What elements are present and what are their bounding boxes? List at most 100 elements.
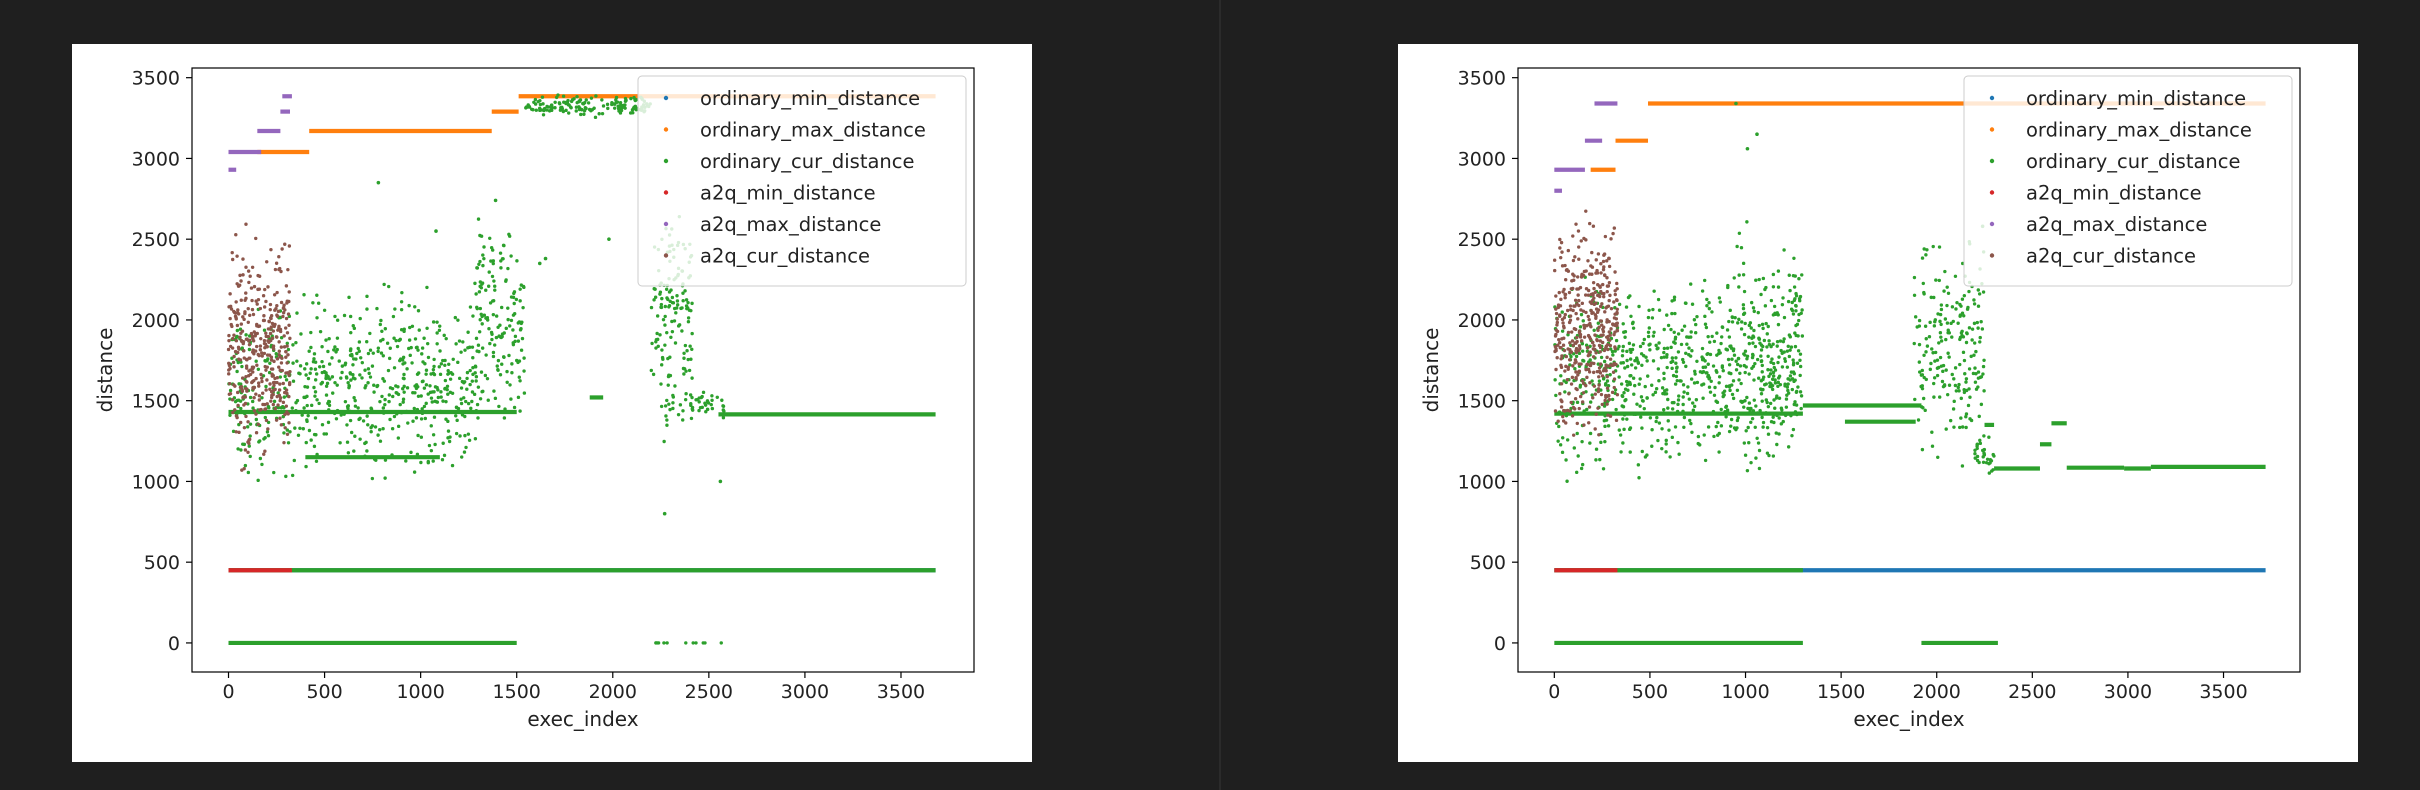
data-point <box>1582 335 1587 339</box>
data-point <box>679 306 683 311</box>
data-point <box>681 409 685 413</box>
data-point <box>543 256 548 261</box>
data-point <box>1564 354 1569 359</box>
data-point <box>1562 379 1566 383</box>
data-point <box>1591 224 1596 228</box>
data-point <box>398 337 402 342</box>
data-point <box>659 363 664 367</box>
data-point <box>330 375 335 379</box>
data-point <box>1710 310 1714 314</box>
data-point <box>1760 415 1764 420</box>
data-point <box>261 402 265 407</box>
data-point <box>681 299 685 303</box>
data-point <box>450 463 455 468</box>
data-point <box>1739 246 1744 250</box>
data-point <box>1580 400 1585 404</box>
data-point <box>262 338 267 343</box>
data-point <box>686 320 691 324</box>
data-point <box>1736 321 1740 325</box>
data-point <box>618 101 623 105</box>
data-point <box>1706 362 1710 366</box>
data-point <box>327 337 331 341</box>
data-point <box>1695 359 1699 363</box>
data-point <box>248 395 253 400</box>
data-point <box>1637 476 1641 480</box>
data-point <box>584 98 588 102</box>
data-point <box>1561 343 1566 347</box>
data-point <box>1925 248 1929 252</box>
data-point <box>366 351 371 356</box>
data-point <box>324 393 329 397</box>
data-point <box>378 439 383 443</box>
data-point <box>1685 391 1690 396</box>
data-point <box>1703 314 1707 319</box>
data-point <box>1725 408 1730 412</box>
data-point <box>1599 262 1603 266</box>
data-point <box>721 408 725 412</box>
data-point <box>285 361 289 365</box>
data-point <box>655 331 659 336</box>
data-point <box>1747 341 1752 346</box>
data-point <box>261 293 266 298</box>
data-point <box>675 299 680 303</box>
data-point <box>324 384 329 388</box>
data-point <box>474 375 479 379</box>
data-point <box>522 391 527 395</box>
data-point <box>484 353 488 357</box>
data-point <box>1938 395 1942 399</box>
data-point <box>476 385 481 389</box>
data-point <box>1780 302 1785 307</box>
data-point <box>1990 469 1994 473</box>
data-point <box>407 303 411 308</box>
data-point <box>379 351 384 355</box>
data-point <box>406 421 410 425</box>
data-point <box>280 368 285 373</box>
data-point <box>309 367 313 371</box>
data-point <box>1668 455 1672 459</box>
data-point <box>1733 315 1737 320</box>
data-point <box>381 427 385 431</box>
data-point <box>538 98 542 103</box>
data-point <box>313 378 318 382</box>
data-point <box>1734 427 1738 432</box>
data-point <box>703 403 708 407</box>
data-point <box>508 324 512 328</box>
data-point <box>1617 375 1621 379</box>
data-point <box>1742 332 1747 337</box>
data-point <box>1761 425 1765 429</box>
data-point <box>500 362 504 366</box>
data-point <box>1612 332 1616 337</box>
data-point <box>1626 388 1630 392</box>
data-point <box>1568 304 1573 308</box>
data-point <box>1727 363 1732 367</box>
data-point <box>680 329 684 333</box>
data-point <box>1559 365 1564 370</box>
data-point <box>1953 383 1958 388</box>
data-point <box>248 434 252 438</box>
data-point <box>1769 384 1773 389</box>
data-point <box>1653 390 1658 395</box>
data-point <box>1932 324 1937 328</box>
data-point <box>512 291 516 296</box>
data-point <box>263 415 268 420</box>
data-point <box>502 416 507 420</box>
data-point <box>1645 396 1649 400</box>
data-point <box>667 402 671 406</box>
data-point <box>470 399 474 404</box>
x-axis-label: exec_index <box>527 707 638 731</box>
data-point <box>1794 333 1798 338</box>
data-point <box>277 340 281 344</box>
data-point <box>1761 326 1765 331</box>
data-point <box>381 406 386 410</box>
data-point <box>1571 364 1575 368</box>
data-point <box>320 359 324 364</box>
data-point <box>291 379 296 383</box>
data-point <box>313 416 318 420</box>
data-point <box>1982 453 1987 457</box>
data-point <box>1788 378 1792 382</box>
data-point <box>1791 363 1796 367</box>
data-point <box>1771 361 1776 366</box>
data-point <box>1785 349 1790 353</box>
data-point <box>276 309 281 314</box>
data-point <box>1655 347 1659 351</box>
